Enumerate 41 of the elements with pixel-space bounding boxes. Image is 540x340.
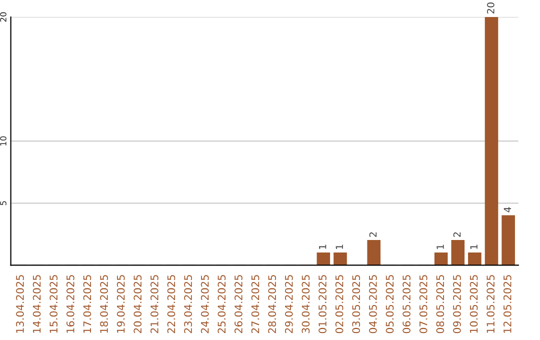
x-tick-label: 03.05.2025 — [352, 275, 360, 334]
x-tick-label: 14.04.2025 — [32, 275, 41, 333]
x-tick-label: 09.05.2025 — [453, 275, 461, 334]
x-tick-label: 18.04.2025 — [100, 275, 108, 333]
x-tick-label: 19.04.2025 — [116, 275, 125, 333]
x-tick-label: 28.04.2025 — [268, 275, 276, 334]
data-label: 1 — [470, 244, 478, 249]
x-tick-label: 06.05.2025 — [402, 275, 410, 334]
x-tick-label: 13.04.2025 — [16, 275, 24, 333]
x-tick-label: 16.04.2025 — [66, 275, 74, 333]
data-label: 2 — [453, 232, 461, 237]
x-tick-label: 04.05.2025 — [368, 275, 377, 334]
x-tick-label: 26.04.2025 — [234, 275, 242, 334]
data-label: 1 — [319, 244, 326, 249]
x-tick-label: 12.05.2025 — [503, 275, 512, 333]
x-tick-label: 08.05.2025 — [436, 275, 444, 334]
data-label: 2 — [369, 232, 377, 237]
x-tick-label: 17.04.2025 — [83, 275, 92, 333]
x-tick-label: 21.04.2025 — [150, 275, 158, 334]
x-tick-label: 25.04.2025 — [218, 275, 226, 334]
y-tick-label: 20 — [0, 12, 6, 22]
x-tick-label: 22.04.2025 — [167, 275, 176, 334]
x-tick-label: 29.04.2025 — [284, 275, 293, 334]
x-tick-label: 30.04.2025 — [302, 275, 310, 334]
x-tick-label: 05.05.2025 — [386, 275, 394, 334]
x-tick-label: 01.05.2025 — [318, 275, 326, 334]
y-tick-label: 5 — [0, 201, 6, 206]
x-tick-label: 15.04.2025 — [50, 275, 58, 333]
x-tick-label: 20.04.2025 — [134, 275, 142, 334]
x-tick-label: 10.05.2025 — [470, 275, 478, 333]
x-tick-label: 11.05.2025 — [486, 275, 495, 333]
data-label: 20 — [486, 2, 494, 14]
x-tick-label: 24.04.2025 — [200, 275, 209, 334]
x-tick-label: 23.04.2025 — [184, 275, 192, 334]
data-label: 1 — [436, 244, 444, 249]
data-label: 1 — [336, 244, 343, 249]
x-tick-label: 27.04.2025 — [251, 275, 260, 334]
data-label: 4 — [504, 207, 511, 212]
x-tick-label: 07.05.2025 — [419, 275, 428, 334]
x-tick-label: 02.05.2025 — [335, 275, 344, 334]
y-tick-label: 10 — [0, 136, 6, 146]
